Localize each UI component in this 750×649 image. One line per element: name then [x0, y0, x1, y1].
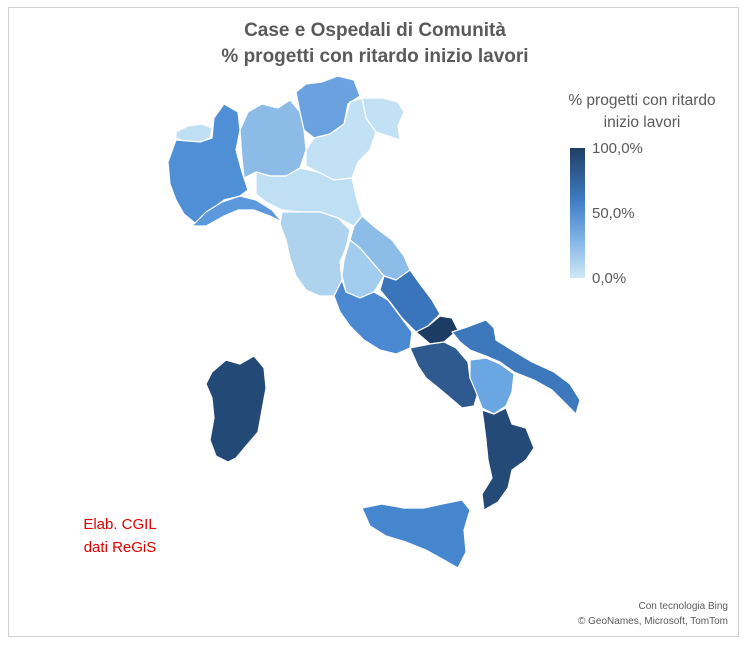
legend-mid-label: 50,0%	[592, 205, 635, 222]
region-veneto[interactable]: Veneto	[305, 97, 377, 181]
legend-max-label: 100,0%	[592, 140, 643, 157]
region-lombardia[interactable]: Lombardia	[239, 99, 307, 179]
region-calabria[interactable]: Calabria	[481, 407, 535, 511]
title-line-2: % progetti con ritardo inizio lavori	[221, 46, 529, 67]
region-piemonte[interactable]: Piemonte	[167, 103, 249, 225]
region-campania[interactable]: Campania	[409, 341, 479, 409]
map-attribution: Con tecnologia Bing © GeoNames, Microsof…	[578, 599, 728, 629]
region-valle-d-aosta[interactable]: Valle d'Aosta	[175, 123, 213, 143]
region-abruzzo[interactable]: Abruzzo	[379, 269, 441, 333]
region-basilicata[interactable]: Basilicata	[469, 357, 515, 415]
attribution-line-1: Con tecnologia Bing	[638, 601, 728, 612]
region-sardegna[interactable]: Sardegna	[205, 355, 267, 463]
region-puglia[interactable]: Puglia	[451, 319, 581, 415]
credit-line-1: Elab. CGIL	[83, 516, 157, 533]
legend-title: % progetti con ritardo inizio lavori	[552, 90, 732, 134]
credit-line-2: dati ReGiS	[83, 539, 157, 556]
title-line-1: Case e Ospedali di Comunità	[244, 20, 506, 41]
legend-color-scale	[570, 148, 585, 278]
legend-title-line-1: % progetti con ritardo	[568, 92, 716, 109]
map-title: Case e Ospedali di Comunità % progetti c…	[0, 18, 750, 70]
region-lazio[interactable]: Lazio	[333, 279, 413, 355]
legend-min-label: 0,0%	[592, 270, 627, 287]
region-sicilia[interactable]: Sicilia	[361, 499, 471, 569]
region-toscana[interactable]: Toscana	[279, 211, 351, 297]
attribution-line-2: © GeoNames, Microsoft, TomTom	[578, 616, 728, 627]
source-credit: Elab. CGIL dati ReGiS	[70, 513, 170, 559]
region-friuli[interactable]: Friuli-Venezia Giulia	[361, 97, 405, 141]
legend-title-line-2: inizio lavori	[603, 114, 681, 131]
